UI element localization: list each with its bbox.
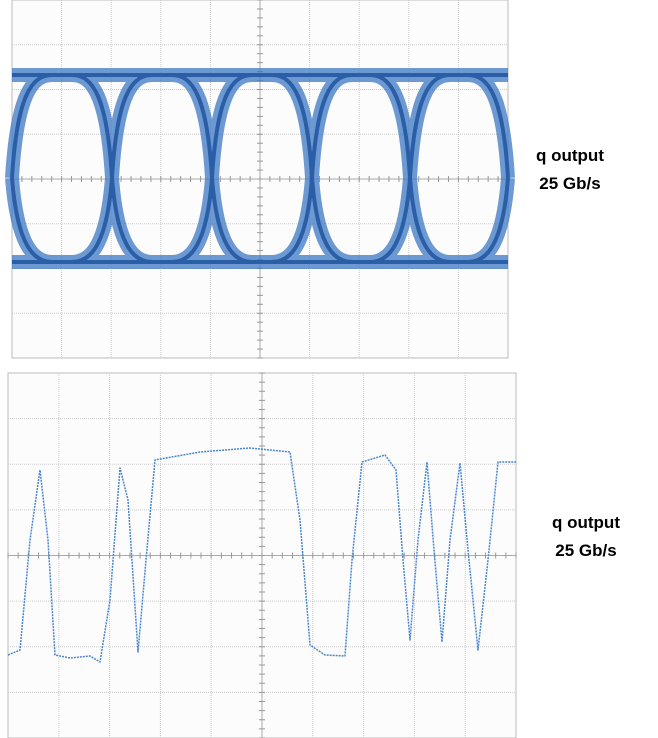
eye-diagram-panel: [12, 0, 508, 358]
panel-label: q output: [536, 146, 604, 165]
waveform-panel: [8, 373, 516, 738]
panel-label: 25 Gb/s: [555, 541, 616, 560]
figure: q output 25 Gb/s q output 25 Gb/s: [0, 0, 658, 738]
panel-label: 25 Gb/s: [539, 174, 600, 193]
panel-label: q output: [552, 513, 620, 532]
